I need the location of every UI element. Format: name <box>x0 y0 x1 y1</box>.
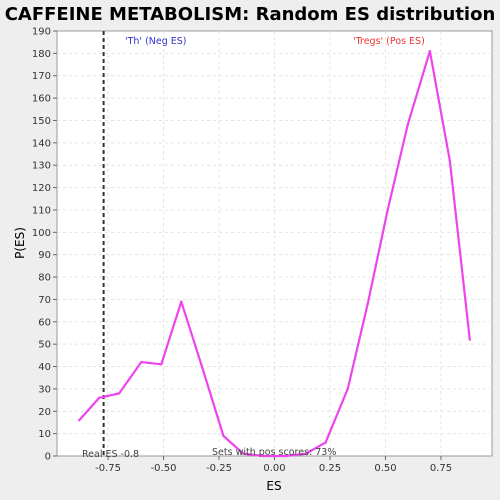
data-point <box>140 360 143 364</box>
pos-es-label: 'Tregs' (Pos ES) <box>353 36 425 47</box>
y-tick-label: 50 <box>38 340 51 351</box>
y-tick-label: 30 <box>38 384 51 395</box>
x-tick-label: -0.25 <box>206 463 232 474</box>
grid-lines <box>57 31 492 456</box>
x-axis: -0.75 -0.50 -0.25 0.00 0.25 0.50 0.75 <box>95 456 452 474</box>
y-tick-label: 170 <box>32 71 51 82</box>
x-axis-label: ES <box>266 479 281 493</box>
y-tick-label: 20 <box>38 407 51 418</box>
data-point <box>242 452 245 455</box>
data-point <box>180 300 183 303</box>
series-line-es-distribution <box>78 50 471 458</box>
y-tick-label: 10 <box>38 429 51 440</box>
x-tick-label: 0.00 <box>263 463 285 474</box>
data-point <box>468 338 472 341</box>
series-points <box>77 49 472 458</box>
x-tick-label: -0.75 <box>95 463 121 474</box>
data-point <box>284 454 287 458</box>
data-point <box>117 392 121 395</box>
data-point <box>406 123 409 127</box>
data-point <box>346 387 349 391</box>
data-point <box>324 441 327 444</box>
chart-title: CAFFEINE METABOLISM: Random ES distribut… <box>5 4 496 25</box>
x-tick-label: 0.50 <box>374 463 396 474</box>
y-tick-label: 150 <box>32 116 51 127</box>
data-point <box>77 419 81 422</box>
y-tick-label: 130 <box>32 161 51 172</box>
neg-es-label: 'Th' (Neg ES) <box>125 36 187 47</box>
data-point <box>386 208 389 212</box>
data-point <box>428 49 432 53</box>
y-tick-label: 40 <box>38 362 51 373</box>
data-point <box>448 159 452 162</box>
x-tick-label: 0.75 <box>430 463 452 474</box>
real-es-label: Real ES -0.8 <box>82 449 139 460</box>
data-point <box>160 363 163 366</box>
y-tick-label: 80 <box>38 273 51 284</box>
y-tick-label: 100 <box>32 228 51 239</box>
data-point <box>304 452 307 455</box>
x-tick-label: 0.25 <box>319 463 341 474</box>
data-point <box>222 434 225 438</box>
y-tick-label: 140 <box>32 138 51 149</box>
y-axis-label: P(ES) <box>13 227 27 259</box>
data-point <box>366 302 369 306</box>
y-tick-label: 120 <box>32 183 51 194</box>
data-point <box>262 454 265 458</box>
y-axis: 0 10 20 30 40 50 60 70 80 90 100 110 120 130 140 150 160… <box>32 27 57 463</box>
y-tick-label: 160 <box>32 94 51 105</box>
y-tick-label: 0 <box>45 452 51 463</box>
data-point <box>200 363 203 366</box>
y-tick-label: 180 <box>32 49 51 60</box>
y-tick-label: 110 <box>32 205 51 216</box>
data-point <box>97 396 101 400</box>
x-tick-label: -0.50 <box>151 463 177 474</box>
y-tick-label: 70 <box>38 295 51 306</box>
y-tick-label: 190 <box>32 27 51 38</box>
y-tick-label: 90 <box>38 250 51 261</box>
pos-scores-label: Sets with pos scores: 73% <box>212 447 336 458</box>
y-tick-label: 60 <box>38 317 51 328</box>
